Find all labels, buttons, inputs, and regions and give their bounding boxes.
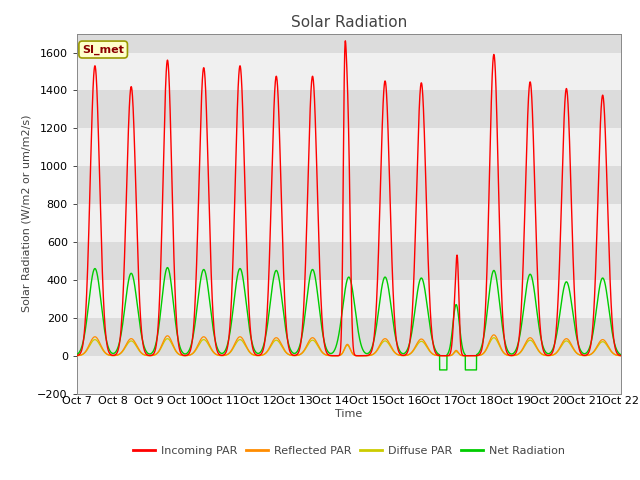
Bar [77,356,621,394]
Bar [77,204,621,242]
Text: SI_met: SI_met [82,44,124,55]
Bar [77,128,621,166]
Title: Solar Radiation: Solar Radiation [291,15,407,30]
Legend: Incoming PAR, Reflected PAR, Diffuse PAR, Net Radiation: Incoming PAR, Reflected PAR, Diffuse PAR… [129,441,569,460]
Bar [77,52,621,90]
Y-axis label: Solar Radiation (W/m2 or um/m2/s): Solar Radiation (W/m2 or um/m2/s) [22,115,32,312]
X-axis label: Time: Time [335,409,362,419]
Bar [77,280,621,318]
